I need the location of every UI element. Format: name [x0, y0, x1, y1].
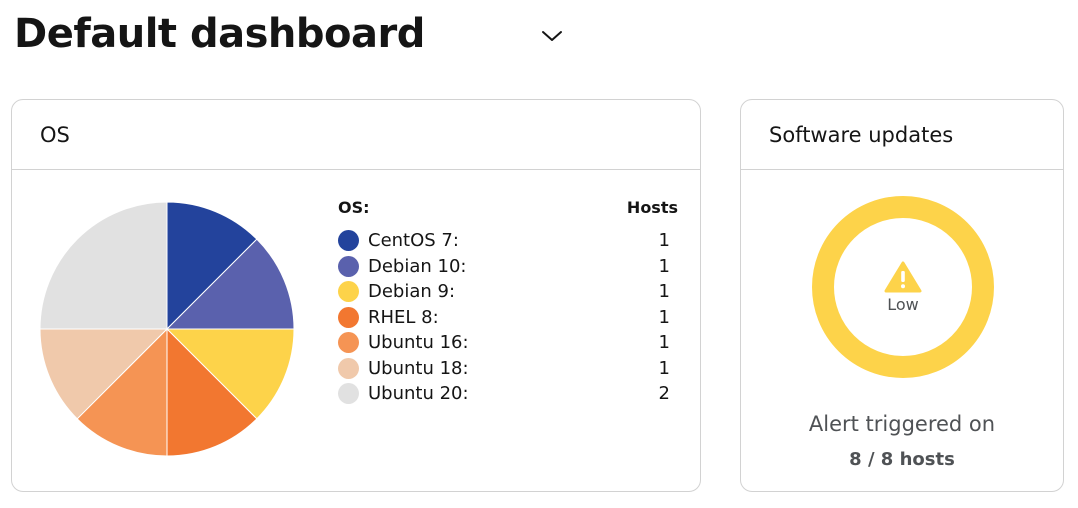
chevron-down-icon	[542, 31, 562, 41]
legend-rows: CentOS 7: 1 Debian 10: 1 Debian 9: 1 RHEL 8: 1 U…	[338, 228, 678, 407]
alert-text: Alert triggered on	[808, 412, 996, 436]
software-updates-card: Software updates Low Alert triggered on …	[740, 99, 1064, 492]
status-label: Low	[887, 294, 919, 314]
legend-label: CentOS 7:	[368, 230, 459, 252]
legend-item-ubuntu-18[interactable]: Ubuntu 18: 1	[338, 356, 678, 382]
legend-item-centos-7[interactable]: CentOS 7: 1	[338, 228, 678, 254]
legend-label: Ubuntu 18:	[368, 357, 469, 379]
legend-item-ubuntu-16[interactable]: Ubuntu 16: 1	[338, 330, 678, 356]
legend-header-label: OS:	[338, 198, 370, 217]
legend-swatch	[338, 357, 359, 379]
legend-label: RHEL 8:	[368, 306, 439, 328]
legend-header-value: Hosts	[626, 198, 678, 217]
legend-label: Ubuntu 20:	[368, 383, 469, 405]
os-card: OS OS: Hosts CentOS 7: 1 Debian 10: 1 Debian…	[11, 99, 701, 492]
pie-slice-ubuntu-16[interactable]	[76, 327, 168, 457]
legend-value: 2	[658, 383, 670, 405]
warning-icon	[884, 261, 922, 292]
dashboard-select-toggle[interactable]	[536, 20, 568, 52]
pie-slice-debian-10[interactable]	[165, 238, 295, 330]
pie-slice-rhel-8[interactable]	[166, 327, 258, 457]
status-ring-content: Low	[811, 195, 995, 379]
status-ring: Low	[811, 195, 995, 379]
legend-value: 1	[658, 332, 670, 354]
legend-item-ubuntu-20[interactable]: Ubuntu 20: 2	[338, 381, 678, 407]
legend-swatch	[338, 255, 359, 277]
legend-value: 1	[658, 357, 670, 379]
legend-swatch	[338, 281, 359, 303]
os-pie-chart	[38, 200, 296, 458]
legend-swatch	[338, 306, 359, 328]
legend-value: 1	[658, 230, 670, 252]
legend-value: 1	[658, 255, 670, 277]
legend-swatch	[338, 383, 359, 405]
legend-header: OS: Hosts	[338, 196, 678, 220]
software-updates-title: Software updates	[741, 100, 1063, 170]
legend-label: Debian 10:	[368, 255, 467, 277]
legend-item-debian-10[interactable]: Debian 10: 1	[338, 254, 678, 280]
legend-value: 1	[658, 281, 670, 303]
os-legend: OS: Hosts CentOS 7: 1 Debian 10: 1 Debian 9:…	[338, 196, 678, 407]
pie-slice-ubuntu-20[interactable]	[39, 201, 168, 330]
os-card-title: OS	[12, 100, 700, 170]
legend-label: Ubuntu 16:	[368, 332, 469, 354]
page-title: Default dashboard	[14, 11, 425, 57]
legend-value: 1	[658, 306, 670, 328]
pie-slice-ubuntu-18[interactable]	[39, 328, 169, 420]
status-ring-circle	[812, 196, 994, 378]
status-ring-svg	[812, 196, 994, 378]
legend-item-rhel-8[interactable]: RHEL 8: 1	[338, 305, 678, 331]
legend-swatch	[338, 332, 359, 354]
header: Default dashboard	[14, 8, 425, 60]
pie-slice-centos-7[interactable]	[166, 201, 258, 331]
pie-slice-debian-9[interactable]	[165, 328, 295, 420]
os-pie-svg	[39, 201, 295, 457]
alert-count: 8 / 8 hosts	[849, 449, 955, 470]
legend-item-debian-9[interactable]: Debian 9: 1	[338, 279, 678, 305]
legend-swatch	[338, 230, 359, 252]
legend-label: Debian 9:	[368, 281, 456, 303]
